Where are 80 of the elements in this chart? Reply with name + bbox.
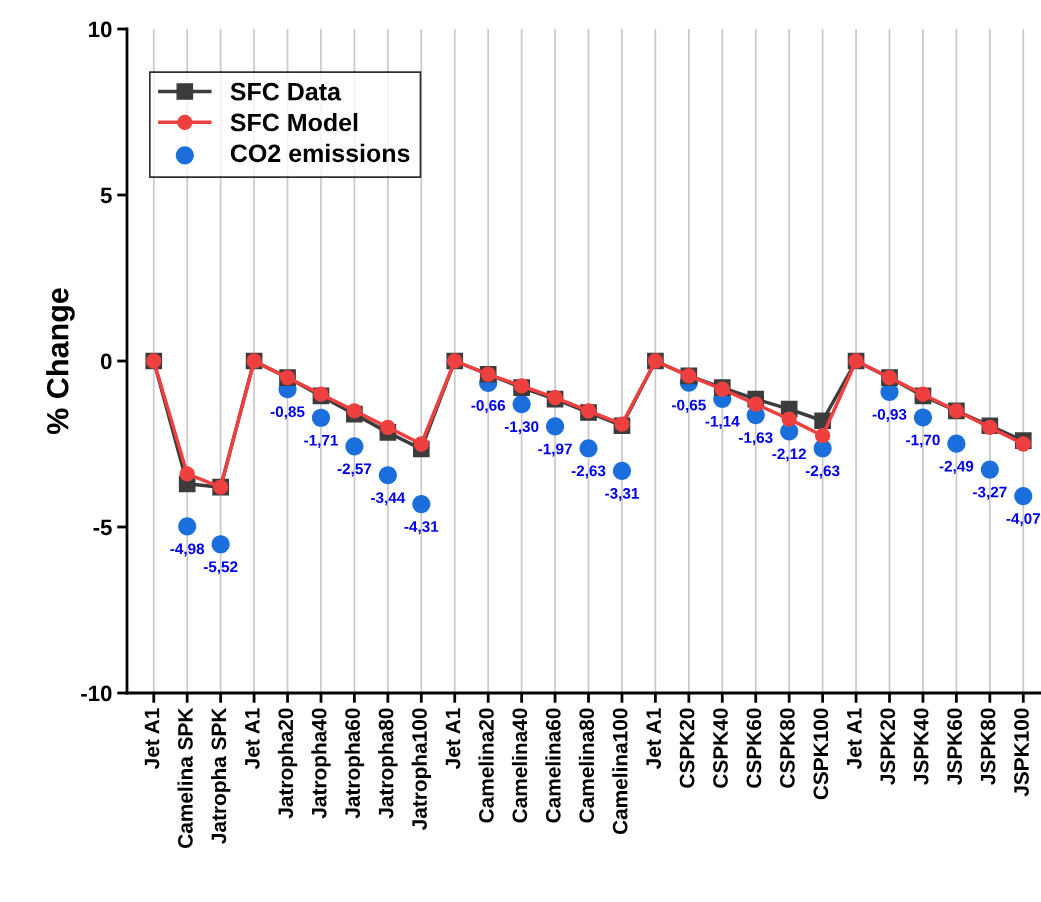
- x-tick-label: Jet A1: [847, 708, 862, 770]
- x-tick-label: JSPK40: [913, 708, 929, 785]
- point: [512, 395, 531, 414]
- data-label: -2,49: [939, 460, 974, 474]
- x-tick-label: Jatropha40: [311, 708, 331, 819]
- data-label: -0,65: [672, 399, 706, 413]
- point: [346, 403, 363, 419]
- x-tick-label: Jatropha20: [277, 708, 298, 819]
- point: [311, 408, 331, 427]
- point: [345, 437, 364, 456]
- x-tick-label: Jatropha80: [378, 708, 398, 819]
- data-label: -2,57: [337, 463, 372, 477]
- point: [980, 460, 999, 479]
- data-label: -1,14: [705, 416, 740, 429]
- point: [748, 396, 764, 412]
- x-tick-label: Jet A1: [445, 708, 461, 770]
- x-tick-label: Jatropha100: [411, 708, 432, 830]
- point: [413, 436, 429, 452]
- data-label: -2,63: [571, 465, 606, 479]
- data-label: -1,70: [906, 434, 940, 448]
- data-label: -4,07: [1006, 513, 1041, 527]
- point: [178, 517, 197, 536]
- x-tick-label: Jet A1: [144, 708, 160, 770]
- point: [612, 461, 632, 480]
- x-tick-label: Jatropha60: [344, 708, 365, 819]
- x-tick-label: CSPK20: [679, 708, 695, 788]
- x-tick-label: CSPK80: [780, 708, 795, 788]
- point: [1014, 487, 1033, 506]
- x-tick-label: Camelina100: [612, 708, 628, 835]
- data-label: -3,44: [371, 492, 406, 506]
- x-tick-label: JSPK80: [980, 708, 996, 785]
- point: [179, 466, 195, 482]
- point: [211, 535, 230, 554]
- data-label: -4,31: [404, 521, 439, 535]
- y-tick-label: -10: [81, 685, 112, 702]
- data-label: -2,12: [772, 448, 806, 462]
- x-tick-label: CSPK100: [813, 708, 829, 800]
- x-tick-label: Jet A1: [646, 708, 661, 770]
- x-tick-label: JSPK60: [947, 708, 962, 785]
- x-tick-label: Jatropha SPK: [210, 707, 231, 844]
- x-tick-label: Camelina20: [478, 708, 494, 823]
- point: [412, 495, 431, 514]
- data-label: -0,85: [270, 406, 305, 420]
- point: [579, 439, 598, 458]
- data-label: -3,31: [605, 487, 639, 501]
- point: [781, 411, 797, 427]
- legend-label: CO2 emissions: [230, 143, 410, 163]
- x-tick-label: Jet A1: [245, 708, 260, 770]
- legend-label: SFC Data: [230, 82, 342, 101]
- point: [1015, 436, 1031, 452]
- y-tick-label: 10: [89, 21, 112, 38]
- data-label: -0,66: [471, 399, 506, 414]
- point: [814, 428, 831, 444]
- y-tick-label: 5: [100, 187, 112, 204]
- y-tick-label: -5: [93, 519, 112, 536]
- x-tick-label: JSPK100: [1014, 708, 1029, 797]
- x-tick-label: CSPK40: [713, 708, 728, 788]
- data-label: -4,98: [170, 543, 205, 557]
- point: [546, 417, 565, 436]
- point: [378, 466, 397, 485]
- x-tick-label: Camelina60: [545, 708, 561, 823]
- data-label: -5,52: [203, 561, 238, 575]
- x-tick-label: Camelina80: [578, 708, 595, 823]
- point: [913, 408, 932, 427]
- y-axis-title: % Change: [46, 288, 75, 435]
- data-label: -1,97: [538, 443, 572, 457]
- y-tick-label: 0: [100, 353, 112, 370]
- point: [947, 434, 966, 453]
- x-tick-label: CSPK60: [746, 708, 762, 788]
- point: [380, 419, 396, 436]
- data-label: -1,71: [304, 435, 338, 448]
- data-label: -0,93: [872, 408, 907, 422]
- data-label: -2,63: [805, 465, 840, 479]
- data-label: -1,63: [738, 432, 773, 446]
- x-tick-label: JSPK20: [880, 708, 896, 785]
- legend-label: SFC Model: [230, 112, 358, 132]
- x-tick-label: Camelina SPK: [177, 707, 193, 848]
- x-tick-label: Camelina40: [511, 708, 528, 823]
- data-label: -1,30: [504, 421, 539, 435]
- data-label: -3,27: [973, 486, 1007, 500]
